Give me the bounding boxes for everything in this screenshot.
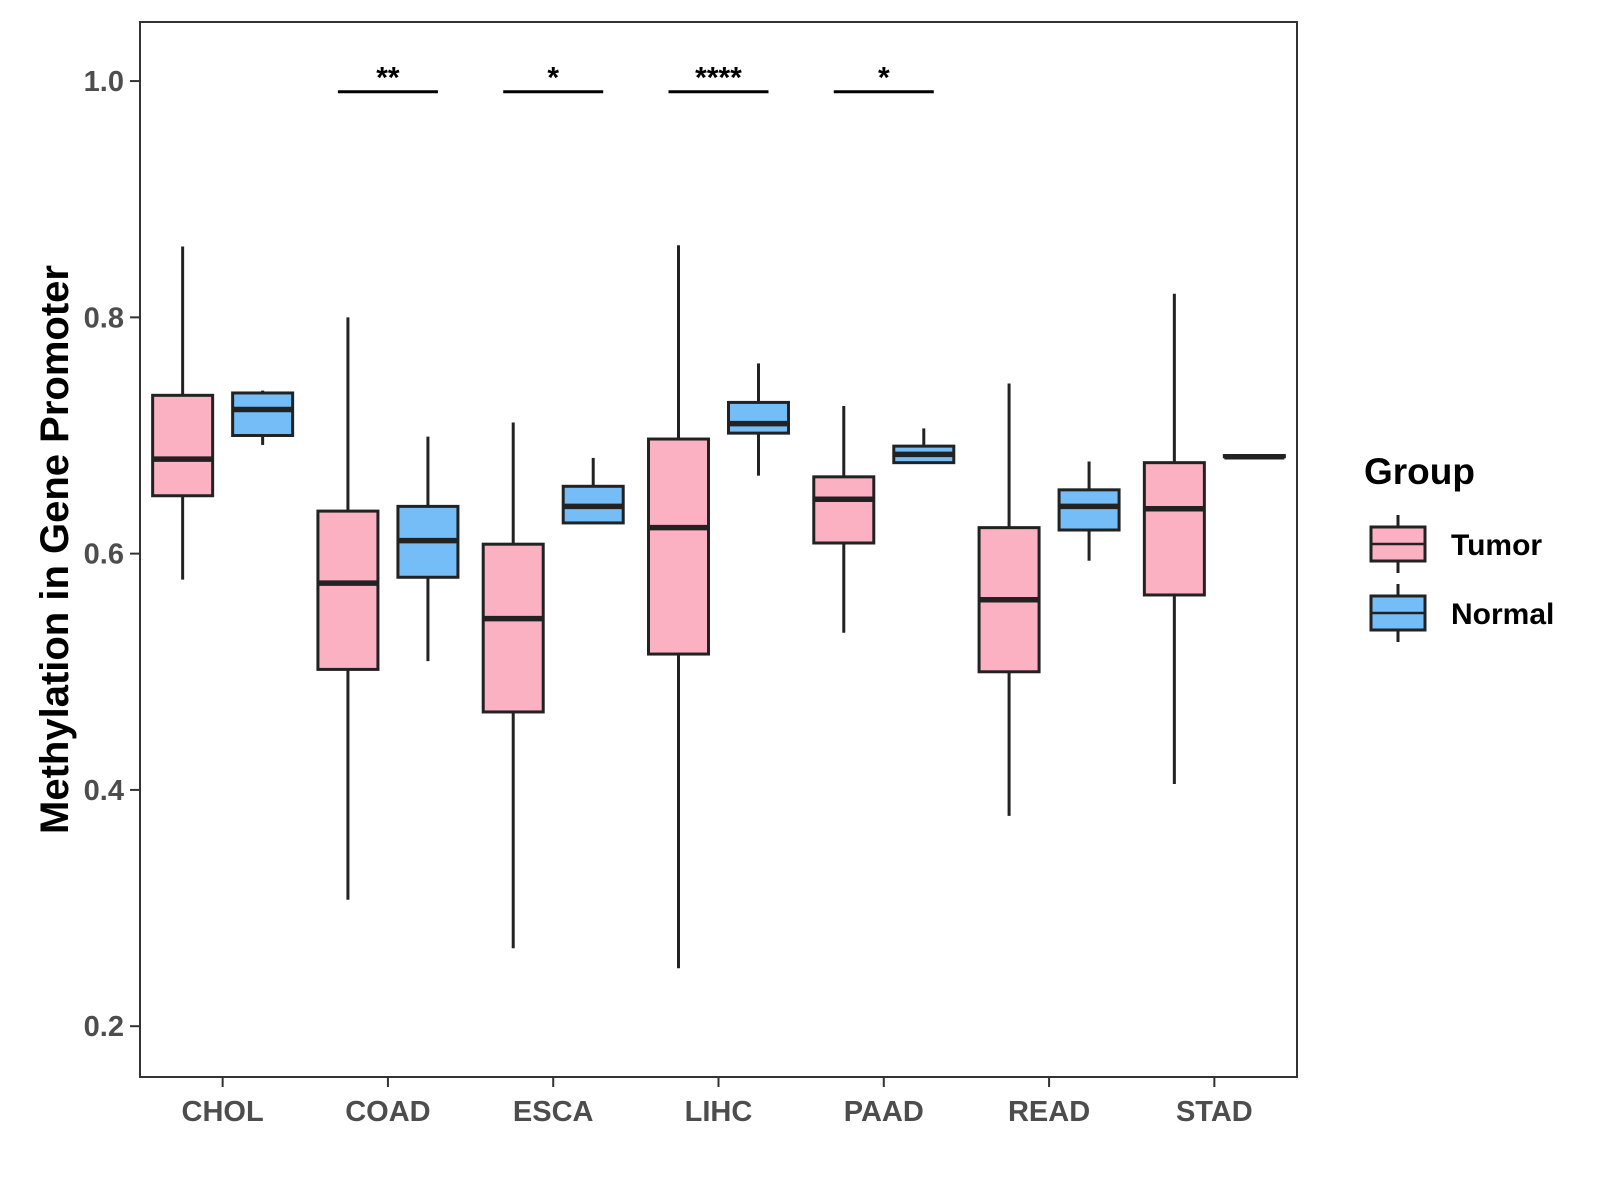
legend-entry-tumor: Tumor: [1369, 515, 1542, 573]
box-normal-esca: [561, 457, 625, 525]
y-tick-label-1: 0.4: [84, 775, 124, 807]
box-normal-paad: [892, 428, 956, 465]
box-tumor-chol: [151, 246, 215, 580]
significance-label-esca: *: [547, 62, 559, 95]
box-tumor-read: [977, 383, 1041, 816]
legend-label-normal: Normal: [1451, 598, 1554, 631]
y-tick-label-0: 0.2: [84, 1011, 124, 1043]
x-tick-label-read: READ: [1008, 1096, 1090, 1128]
axes: 0.2 0.4 0.6 0.8 1.0 CHOL COAD ESCA LIHC PAAD READ S…: [84, 66, 1253, 1128]
box-tumor-lihc: [647, 245, 710, 969]
box-normal-chol: [231, 390, 295, 445]
box-normal-read: [1057, 461, 1121, 561]
y-tick-label-3: 0.8: [84, 302, 124, 334]
iqr-normal-read: [1057, 488, 1121, 532]
legend-title: Group: [1364, 451, 1475, 492]
iqr-normal-chol: [231, 391, 295, 437]
legend-entry-normal: Normal: [1369, 584, 1554, 642]
iqr-tumor-chol: [151, 393, 215, 498]
x-tick-label-stad: STAD: [1176, 1096, 1253, 1128]
box-normal-stad: [1222, 454, 1286, 460]
box-tumor-paad: [812, 405, 876, 633]
iqr-tumor-paad: [812, 475, 876, 545]
legend: Group Tumor Normal: [1364, 451, 1554, 642]
x-tick-label-coad: COAD: [345, 1096, 430, 1128]
iqr-normal-lihc: [727, 400, 790, 435]
iqr-tumor-esca: [481, 542, 545, 714]
iqr-tumor-coad: [316, 509, 380, 671]
x-tick-label-paad: PAAD: [844, 1096, 924, 1128]
plot-area: ** * **** *: [151, 62, 1286, 969]
x-tick-label-chol: CHOL: [182, 1096, 264, 1128]
significance-label-paad: *: [878, 62, 890, 95]
box-tumor-esca: [481, 422, 545, 949]
significance-label-lihc: ****: [695, 62, 742, 95]
iqr-tumor-lihc: [647, 437, 710, 656]
y-tick-label-4: 1.0: [84, 66, 124, 98]
box-normal-coad: [396, 436, 460, 662]
significance-label-coad: **: [376, 62, 400, 95]
x-tick-label-esca: ESCA: [513, 1096, 594, 1128]
box-tumor-stad: [1142, 293, 1206, 785]
box-tumor-coad: [316, 317, 380, 900]
y-tick-label-2: 0.6: [84, 539, 124, 571]
y-axis-title: Methylation in Gene Promoter: [33, 265, 77, 834]
iqr-tumor-stad: [1142, 461, 1206, 597]
box-normal-lihc: [727, 363, 790, 476]
x-tick-label-lihc: LIHC: [685, 1096, 753, 1128]
legend-label-tumor: Tumor: [1451, 529, 1542, 562]
